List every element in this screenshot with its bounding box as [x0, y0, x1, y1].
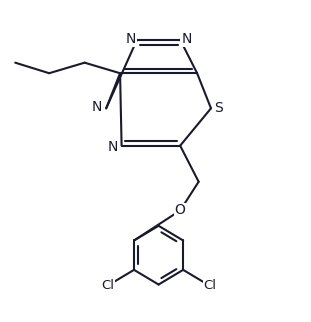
- Text: N: N: [108, 140, 118, 154]
- Text: S: S: [214, 101, 223, 115]
- Text: Cl: Cl: [203, 279, 216, 292]
- Text: N: N: [92, 100, 102, 114]
- Text: O: O: [175, 204, 186, 217]
- Text: N: N: [181, 32, 192, 46]
- Text: Cl: Cl: [101, 279, 114, 292]
- Text: N: N: [126, 32, 136, 46]
